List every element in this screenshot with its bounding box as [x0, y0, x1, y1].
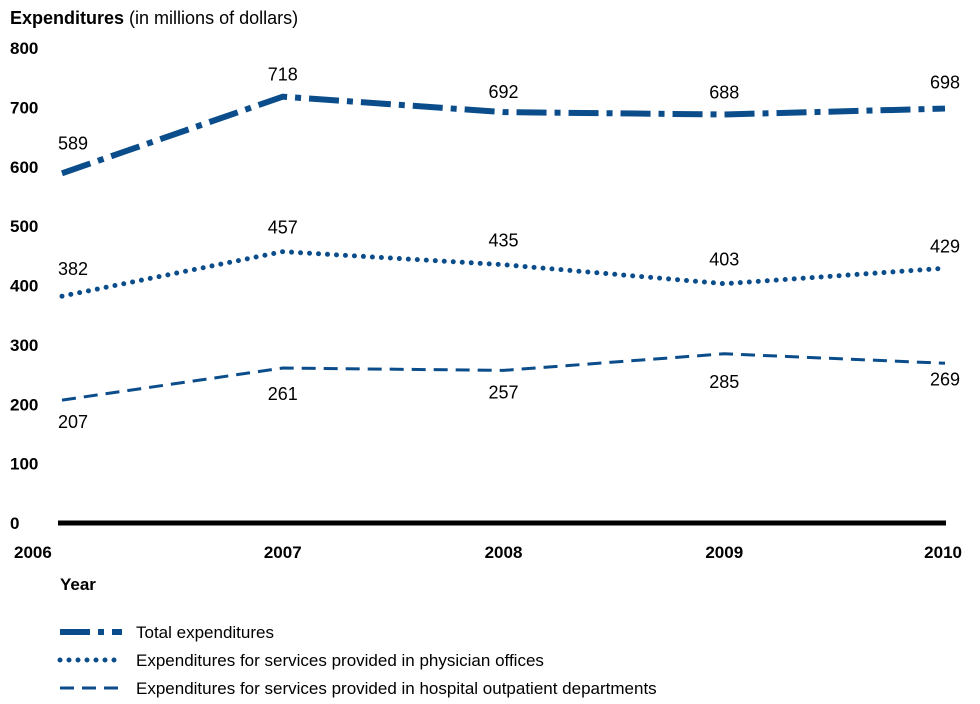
data-label: 692 [488, 82, 518, 102]
data-label: 589 [58, 133, 88, 153]
x-tick-label: 2007 [264, 543, 302, 562]
y-tick-label: 500 [10, 217, 38, 236]
x-axis-title: Year [60, 575, 96, 594]
data-label: 207 [58, 412, 88, 432]
data-labels: 589 718 692 688 698 382 457 435 403 429 207 261 257 2… [58, 65, 960, 432]
legend-label: Total expenditures [136, 623, 274, 642]
y-tick-label: 0 [10, 514, 19, 533]
y-tick-label: 100 [10, 455, 38, 474]
x-tick-label: 2010 [924, 543, 962, 562]
y-axis-title-bold: Expenditures [10, 8, 124, 28]
y-tick-label: 700 [10, 98, 38, 117]
data-label: 718 [268, 65, 298, 85]
series-layer [59, 93, 948, 402]
data-label: 457 [268, 218, 298, 238]
y-tick-label: 400 [10, 277, 38, 296]
legend-label: Expenditures for services provided in ph… [136, 651, 544, 670]
y-axis-title-units: (in millions of dollars) [129, 8, 298, 28]
data-label: 698 [930, 73, 960, 93]
y-tick-label: 800 [10, 39, 38, 58]
data-label: 403 [709, 250, 739, 270]
legend: Total expenditures Expenditures for servi… [57, 623, 657, 698]
x-tick-label: 2008 [485, 543, 523, 562]
y-axis-title: Expenditures (in millions of dollars) [10, 8, 298, 28]
x-axis-ticks: 2006 2007 2008 2009 2010 [14, 543, 962, 562]
data-label: 285 [709, 372, 739, 392]
legend-label: Expenditures for services provided in ho… [136, 679, 657, 698]
series-line-1 [61, 93, 946, 177]
data-label: 257 [488, 382, 518, 402]
y-axis-ticks: 0 100 200 300 400 500 600 700 800 [10, 39, 38, 533]
y-tick-label: 300 [10, 336, 38, 355]
x-tick-label: 2006 [14, 543, 52, 562]
data-label: 261 [268, 384, 298, 404]
x-tick-label: 2009 [705, 543, 743, 562]
data-label: 688 [709, 83, 739, 103]
data-label: 382 [58, 259, 88, 279]
data-label: 269 [930, 369, 960, 389]
y-tick-label: 600 [10, 158, 38, 177]
data-label: 429 [930, 236, 960, 256]
y-tick-label: 200 [10, 395, 38, 414]
series-line-2 [59, 249, 948, 299]
data-label: 435 [488, 231, 518, 251]
